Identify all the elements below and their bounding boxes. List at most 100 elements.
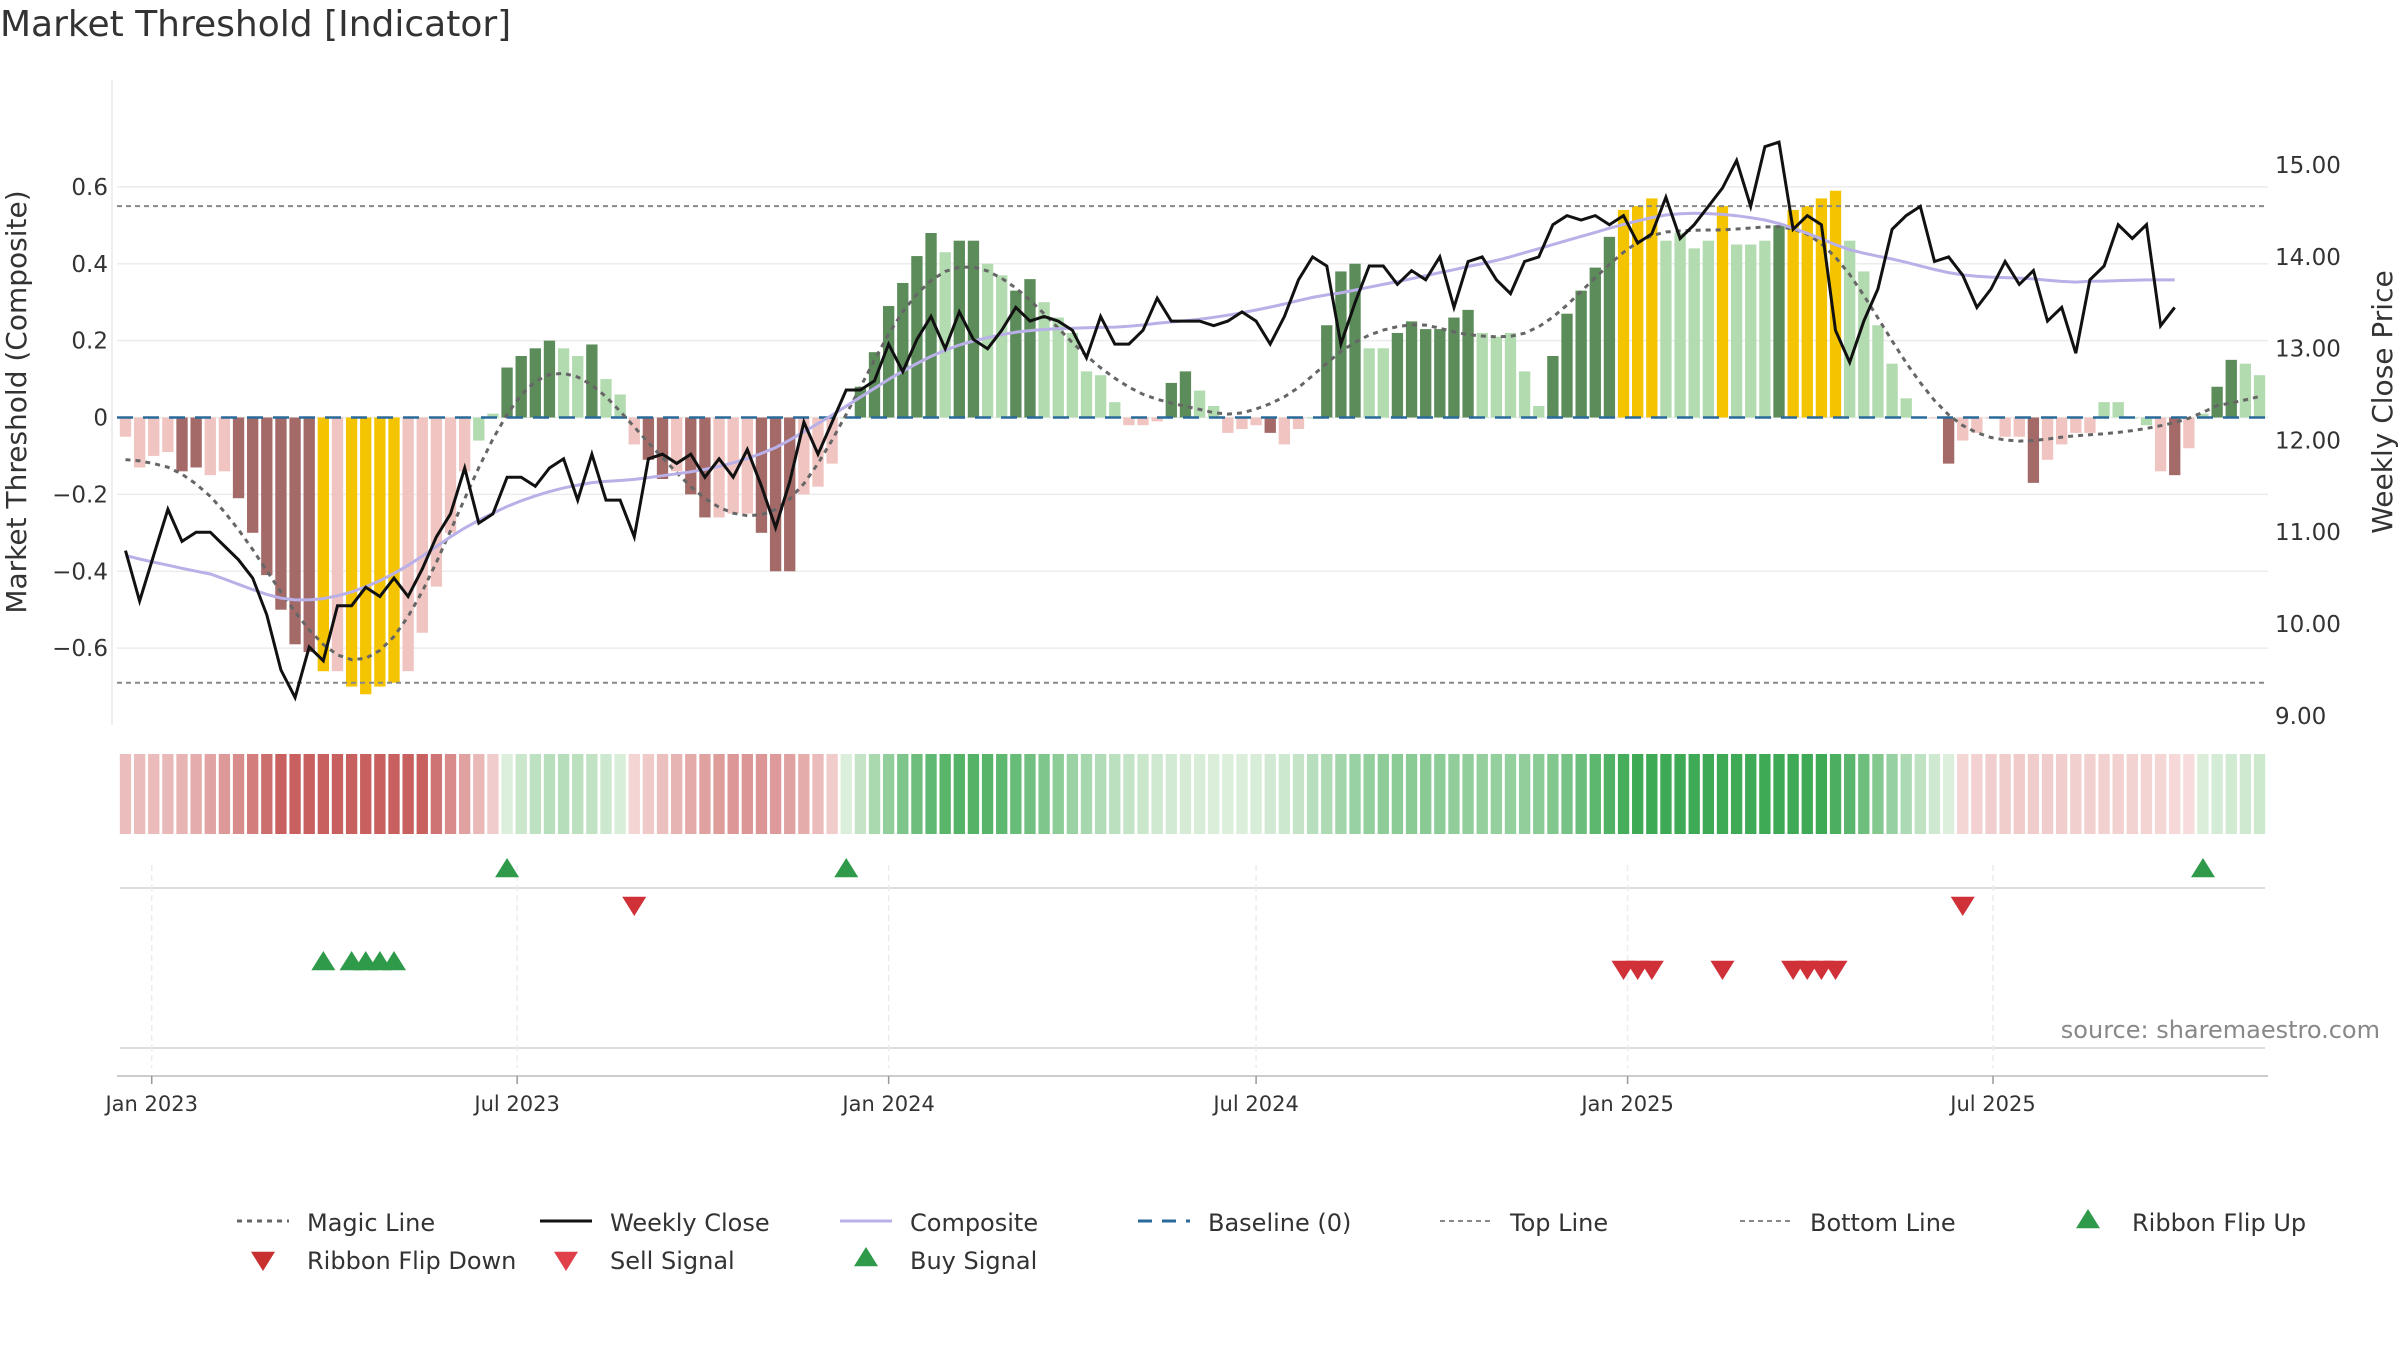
gridlines bbox=[117, 186, 2268, 649]
ribbon-segment bbox=[1942, 754, 1955, 834]
ribbon-segment bbox=[374, 754, 386, 834]
ribbon-segment bbox=[628, 754, 640, 834]
ribbon-segment bbox=[1391, 754, 1404, 834]
composite-bar bbox=[996, 275, 1008, 418]
composite-bar bbox=[1321, 325, 1333, 418]
composite-bar bbox=[2112, 402, 2124, 418]
composite-bar bbox=[345, 417, 358, 687]
ribbon-segment bbox=[275, 754, 287, 834]
ribbon-segment bbox=[586, 754, 598, 834]
ribbon-segment bbox=[1462, 754, 1474, 834]
composite-bar bbox=[1165, 382, 1177, 418]
ribbon-segment bbox=[2112, 754, 2124, 834]
ribbon-segment bbox=[1094, 754, 1107, 834]
composite-bar bbox=[1900, 398, 1912, 418]
ribbon-flip-up-marker bbox=[2190, 858, 2215, 878]
ribbon-segment bbox=[1745, 754, 1757, 834]
ribbon-segment bbox=[981, 754, 994, 834]
composite-bar bbox=[1405, 321, 1418, 418]
composite-bar bbox=[1391, 332, 1404, 418]
composite-bar bbox=[1957, 417, 1969, 441]
ribbon-segment bbox=[2239, 754, 2252, 834]
ribbon-segment bbox=[1900, 754, 1912, 834]
ribbon-segment bbox=[911, 754, 923, 834]
ribbon-segment bbox=[699, 754, 711, 834]
ribbon-segment bbox=[1066, 754, 1079, 834]
ribbon-segment bbox=[1773, 754, 1785, 834]
ribbon-segment bbox=[247, 754, 259, 834]
composite-bar bbox=[1942, 417, 1955, 464]
ribbon-segment bbox=[1335, 754, 1347, 834]
ribbon-segment bbox=[2013, 754, 2025, 834]
ribbon-segment bbox=[1321, 754, 1333, 834]
ribbon-segment bbox=[473, 754, 485, 834]
source-text: source: sharemaestro.com bbox=[2060, 1016, 2380, 1044]
ribbon-segment bbox=[996, 754, 1008, 834]
ribbon-segment bbox=[1420, 754, 1432, 834]
composite-bar bbox=[854, 386, 867, 418]
composite-bar bbox=[2183, 417, 2195, 449]
ribbon-segment bbox=[2211, 754, 2223, 834]
ribbon-segment bbox=[1858, 754, 1870, 834]
ribbon-segment bbox=[1038, 754, 1050, 834]
ribbon-segment bbox=[1405, 754, 1418, 834]
composite-bar bbox=[1363, 348, 1375, 418]
ribbon-segment bbox=[727, 754, 739, 834]
legend-label: Top Line bbox=[1509, 1209, 1608, 1237]
composite-bar bbox=[1801, 206, 1813, 418]
ribbon-segment bbox=[1363, 754, 1375, 834]
ribbon-segment bbox=[2084, 754, 2096, 834]
composite-bar bbox=[656, 417, 669, 479]
composite-bar bbox=[2169, 417, 2181, 476]
left-tick-label: −0.4 bbox=[52, 559, 108, 585]
ribbon-segment bbox=[1434, 754, 1446, 834]
left-axis-title: Market Threshold (Composite) bbox=[0, 190, 33, 613]
ribbon-segment bbox=[1476, 754, 1488, 834]
ribbon-segment bbox=[1759, 754, 1771, 834]
composite-bar bbox=[897, 282, 909, 418]
ribbon-segment bbox=[1278, 754, 1291, 834]
right-tick-label: 14.00 bbox=[2275, 245, 2341, 271]
ribbon-segment bbox=[854, 754, 867, 834]
composite-bar bbox=[119, 417, 132, 437]
composite-bar bbox=[868, 352, 881, 418]
ribbon-segment bbox=[2197, 754, 2209, 834]
legend-label: Composite bbox=[910, 1209, 1038, 1237]
ribbon-segment bbox=[331, 754, 344, 834]
ribbon-segment bbox=[1193, 754, 1206, 834]
ribbon-segment bbox=[1702, 754, 1715, 834]
composite-bar bbox=[1858, 271, 1870, 418]
ribbon-segment bbox=[1674, 754, 1686, 834]
composite-bar bbox=[741, 417, 753, 514]
composite-bar bbox=[1504, 332, 1517, 418]
ribbon-segment bbox=[769, 754, 782, 834]
x-tick-label: Jan 2024 bbox=[840, 1092, 935, 1116]
ribbon-segment bbox=[1957, 754, 1969, 834]
ribbon-segment bbox=[1533, 754, 1545, 834]
ribbon-segment bbox=[1787, 754, 1799, 834]
composite-bar bbox=[232, 417, 245, 499]
composite-bar bbox=[2253, 375, 2266, 418]
composite-bar bbox=[1646, 198, 1658, 418]
ribbon-segment bbox=[176, 754, 188, 834]
ribbon-segment bbox=[826, 754, 838, 834]
right-tick-label: 15.00 bbox=[2275, 153, 2341, 179]
ribbon-segment bbox=[501, 754, 513, 834]
ribbon-segment bbox=[2169, 754, 2181, 834]
composite-bar bbox=[670, 417, 683, 472]
ribbon-segment bbox=[487, 754, 499, 834]
ribbon-segment bbox=[1829, 754, 1842, 834]
composite-bar bbox=[1264, 417, 1276, 433]
composite-bar bbox=[331, 417, 344, 672]
ribbon-segment bbox=[1561, 754, 1573, 834]
ribbon-segment bbox=[1010, 754, 1022, 834]
composite-bar bbox=[755, 417, 768, 533]
ribbon-segment bbox=[2154, 754, 2167, 834]
ribbon-segment bbox=[2070, 754, 2082, 834]
ribbon-segment bbox=[600, 754, 612, 834]
ribbon-segment bbox=[741, 754, 753, 834]
composite-bar bbox=[1462, 309, 1474, 418]
ribbon-segment bbox=[1815, 754, 1828, 834]
legend-label: Sell Signal bbox=[610, 1247, 735, 1275]
ribbon-segment bbox=[1377, 754, 1389, 834]
